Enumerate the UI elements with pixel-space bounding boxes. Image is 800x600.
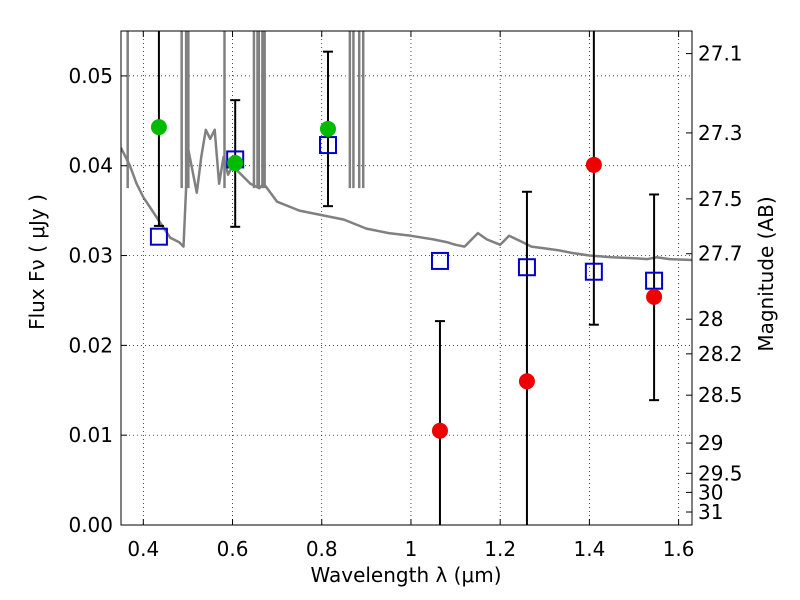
x-axis-title: Wavelength λ (μm) bbox=[310, 563, 501, 587]
axis-ticks bbox=[121, 31, 692, 526]
y-tick-label: 0.00 bbox=[68, 513, 113, 537]
y2-tick-label: 28.5 bbox=[698, 383, 743, 407]
photometry-point bbox=[518, 373, 535, 390]
x-tick-label: 1 bbox=[405, 537, 418, 561]
y2-tick-label: 27.5 bbox=[698, 187, 743, 211]
y2-tick-label: 30 bbox=[698, 480, 723, 504]
photometry-point bbox=[585, 156, 602, 173]
photometry-point bbox=[319, 120, 336, 137]
model-square-marker bbox=[149, 227, 168, 246]
y-axis-title: Flux Fν ( μJy ) bbox=[25, 194, 49, 330]
model-square-marker bbox=[517, 258, 536, 277]
y2-tick-label: 28.2 bbox=[698, 342, 743, 366]
y2-tick-label: 29.5 bbox=[698, 461, 743, 485]
y-tick-label: 0.01 bbox=[68, 423, 113, 447]
axis-tick-labels: 0.4 0.6 0.8 1 1.2 1.4 1.6 0.00 0.01 0.02 0.03 0.04 0… bbox=[68, 42, 742, 561]
model-square-marker bbox=[584, 262, 603, 281]
plot-frame bbox=[120, 30, 693, 526]
sed-model-curve bbox=[121, 31, 692, 262]
photometry-point bbox=[646, 288, 663, 305]
model-square-marker bbox=[430, 251, 449, 270]
model-square-marker bbox=[645, 271, 664, 290]
x-tick-label: 1.2 bbox=[484, 537, 516, 561]
x-tick-label: 0.4 bbox=[127, 537, 159, 561]
data-markers bbox=[149, 119, 664, 439]
photometry-point bbox=[150, 119, 167, 136]
x-tick-label: 0.6 bbox=[217, 537, 249, 561]
y2-tick-label: 29 bbox=[698, 431, 723, 455]
y-tick-label: 0.04 bbox=[68, 154, 113, 178]
photometry-point bbox=[431, 422, 448, 439]
y2-tick-label: 27.7 bbox=[698, 242, 743, 266]
y2-tick-label: 27.1 bbox=[698, 42, 743, 66]
y2-tick-label: 31 bbox=[698, 500, 723, 524]
x-tick-label: 1.6 bbox=[663, 537, 695, 561]
photometry-point bbox=[227, 155, 244, 172]
plot-background bbox=[121, 31, 692, 525]
sed-model-line bbox=[121, 128, 692, 262]
y-tick-label: 0.05 bbox=[68, 64, 113, 88]
y-tick-label: 0.03 bbox=[68, 244, 113, 268]
y2-tick-label: 28 bbox=[698, 307, 723, 331]
x-tick-label: 1.4 bbox=[573, 537, 605, 561]
model-square-marker bbox=[318, 136, 337, 155]
y2-tick-label: 27.3 bbox=[698, 121, 743, 145]
x-tick-label: 0.8 bbox=[306, 537, 338, 561]
y-tick-label: 0.02 bbox=[68, 333, 113, 357]
y2-axis-title: Magnitude (AB) bbox=[754, 196, 778, 351]
